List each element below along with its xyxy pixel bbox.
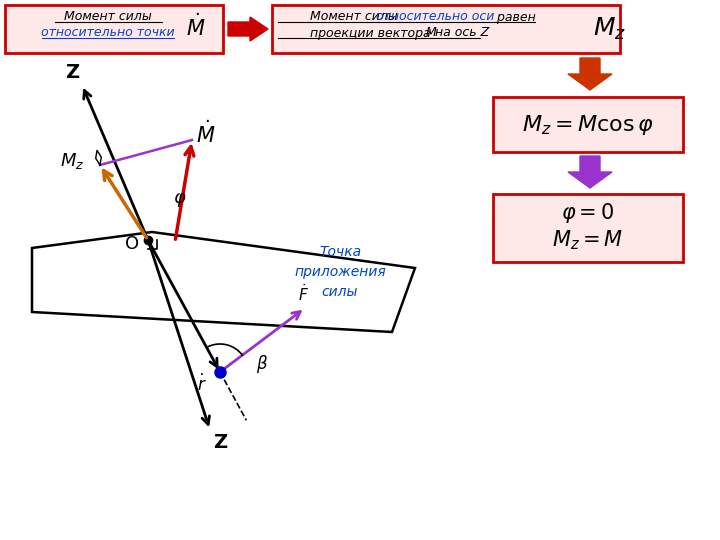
FancyBboxPatch shape (493, 97, 683, 152)
Text: проекции вектора: проекции вектора (310, 26, 431, 39)
Text: $\varphi$: $\varphi$ (174, 191, 186, 209)
Text: $M_z = M$: $M_z = M$ (552, 228, 624, 252)
Text: относительно точки: относительно точки (41, 26, 175, 39)
FancyBboxPatch shape (272, 5, 620, 53)
Text: $\dot{M}$: $\dot{M}$ (197, 120, 216, 147)
Text: равен: равен (493, 10, 536, 24)
Text: $M_z = M\cos\varphi$: $M_z = M\cos\varphi$ (522, 113, 654, 137)
Polygon shape (568, 58, 612, 90)
Text: Z: Z (213, 433, 227, 451)
Text: $\dot{r}$: $\dot{r}$ (197, 374, 207, 395)
Text: Момент силы: Момент силы (310, 10, 402, 24)
Text: $M$: $M$ (425, 26, 438, 39)
Text: $M_z$: $M_z$ (593, 16, 626, 42)
Text: $\beta$: $\beta$ (256, 353, 268, 375)
Text: $\dot{F}$: $\dot{F}$ (297, 284, 308, 305)
Polygon shape (228, 17, 268, 41)
Text: относительно оси: относительно оси (376, 10, 495, 24)
FancyBboxPatch shape (493, 194, 683, 262)
Text: Момент силы: Момент силы (64, 10, 152, 24)
Text: O: O (125, 235, 139, 253)
Polygon shape (568, 156, 612, 188)
Text: $\varphi = 0$: $\varphi = 0$ (562, 201, 615, 225)
Text: на ось Z: на ось Z (435, 26, 490, 39)
Text: Точка
приложения
силы: Точка приложения силы (294, 246, 386, 299)
Text: $M_z$: $M_z$ (60, 151, 84, 171)
Text: Z: Z (65, 64, 79, 83)
FancyBboxPatch shape (5, 5, 223, 53)
Text: $\dot{M}$: $\dot{M}$ (186, 14, 206, 40)
